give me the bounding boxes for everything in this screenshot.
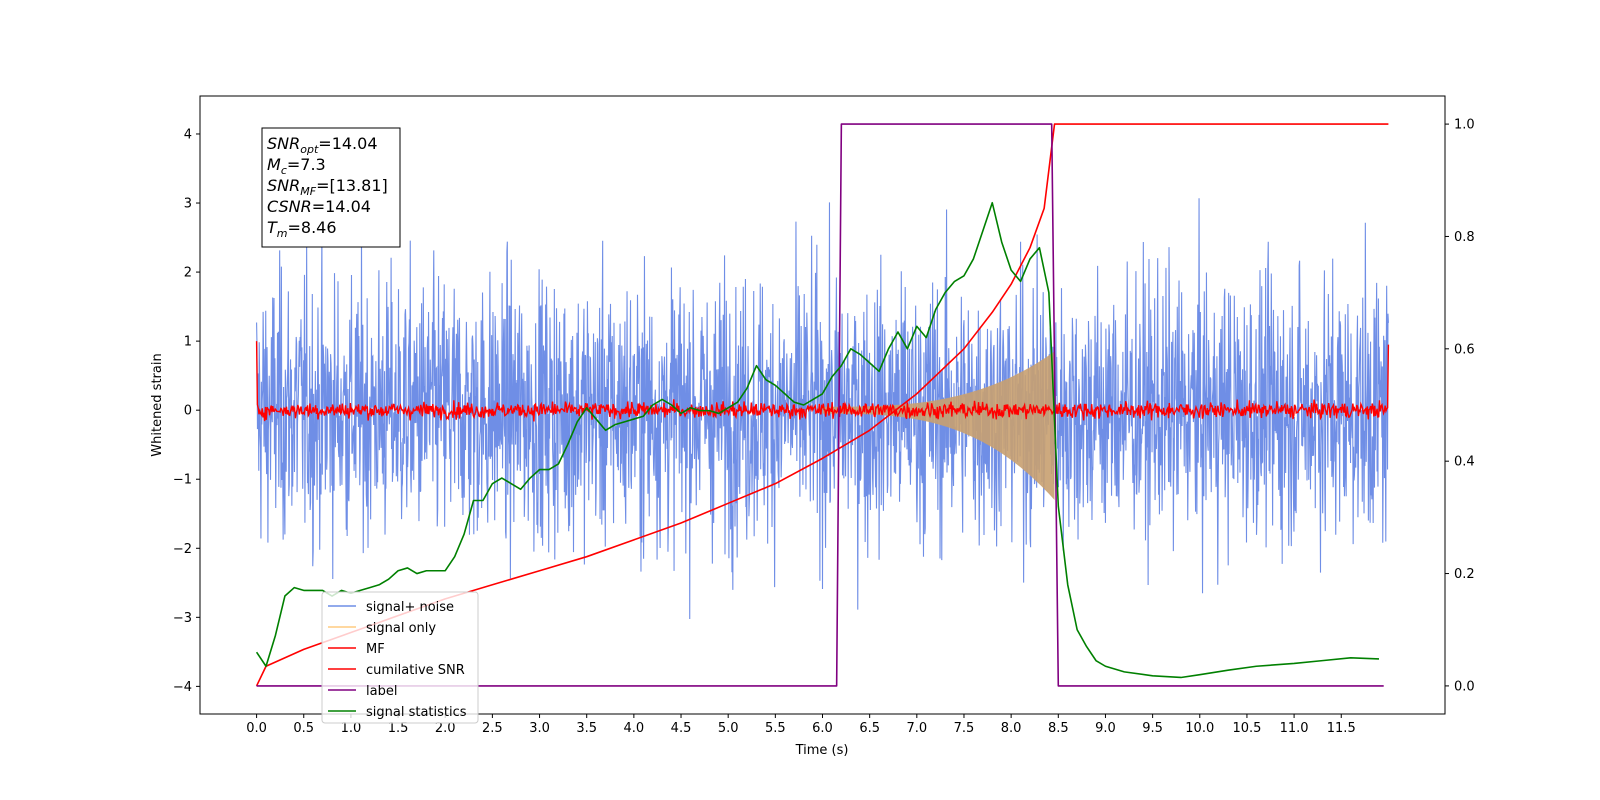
legend-entry-label: MF (366, 642, 385, 657)
stats-annotation-box: SNRopt=14.04Mc=7.3SNRMF=[13.81]CSNR=14.0… (261, 127, 401, 248)
x-tick-label: 11.0 (1280, 721, 1309, 736)
y-tick-label: −2 (173, 542, 192, 557)
y-tick-label: 3 (184, 197, 192, 212)
annotation-line: SNRMF=[13.81] (267, 176, 388, 198)
y-tick-label: −3 (173, 611, 192, 626)
y2-tick-label: 0.6 (1454, 342, 1475, 357)
series-signal-only (822, 351, 1055, 500)
legend-entry-label: cumilative SNR (366, 663, 465, 678)
x-tick-label: 2.5 (482, 721, 503, 736)
x-tick-label: 8.0 (1001, 721, 1022, 736)
x-tick-label: 0.5 (293, 721, 314, 736)
y2-tick-label: 1.0 (1454, 118, 1475, 133)
y-tick-label: −4 (173, 680, 192, 695)
y-axis-left: 4 3 2 1 0 −1 −2 −3 −4 (173, 127, 200, 695)
x-axis: 0.0 0.5 1.0 1.5 2.0 2.5 3.0 3.5 4.0 4.5 5.0 5.5 6.0 6… (246, 714, 1356, 736)
x-tick-label: 3.0 (529, 721, 550, 736)
legend-entry-label: signal only (366, 621, 436, 636)
series-signal-noise (256, 198, 1389, 620)
x-tick-label: 2.0 (435, 721, 456, 736)
y-axis-right: 1.0 0.8 0.6 0.4 0.2 0.0 (1445, 118, 1475, 694)
y-tick-label: 1 (184, 335, 192, 350)
x-tick-label: 8.5 (1048, 721, 1069, 736)
y2-tick-label: 0.2 (1454, 567, 1475, 582)
x-tick-label: 4.0 (624, 721, 645, 736)
y-tick-label: 4 (184, 127, 192, 142)
legend-entry-label: label (366, 684, 397, 699)
x-tick-label: 5.0 (718, 721, 739, 736)
annotation-frame (261, 127, 401, 248)
legend: signal+ noise signal only MF cumilative SNR… (321, 591, 479, 724)
x-tick-label: 4.5 (671, 721, 692, 736)
y-axis-label: Whitened strain (150, 353, 165, 456)
x-tick-label: 9.0 (1095, 721, 1116, 736)
x-tick-label: 7.0 (906, 721, 927, 736)
y2-tick-label: 0.0 (1454, 679, 1475, 694)
y-tick-label: 2 (184, 266, 192, 281)
x-tick-label: 10.5 (1232, 721, 1261, 736)
x-tick-label: 7.5 (954, 721, 975, 736)
x-tick-label: 1.5 (388, 721, 409, 736)
annotation-line: Mc=7.3 (267, 155, 326, 177)
legend-entry-label: signal statistics (366, 705, 467, 720)
legend-entry-label: signal+ noise (366, 600, 454, 615)
annotation-line: SNRopt=14.04 (267, 134, 378, 156)
annotation-line: Tm=8.46 (267, 218, 337, 240)
x-tick-label: 5.5 (765, 721, 786, 736)
y-tick-label: −1 (173, 473, 192, 488)
x-tick-label: 10.0 (1185, 721, 1214, 736)
x-tick-label: 3.5 (576, 721, 597, 736)
legend-frame (321, 591, 479, 724)
x-tick-label: 1.0 (341, 721, 362, 736)
x-tick-label: 11.5 (1327, 721, 1356, 736)
series-label (256, 123, 1384, 687)
y-tick-label: 0 (184, 404, 192, 419)
series-mf (255, 341, 1390, 422)
y2-tick-label: 0.4 (1454, 455, 1475, 470)
annotation-line: CSNR=14.04 (267, 197, 371, 216)
x-tick-label: 9.5 (1142, 721, 1163, 736)
x-tick-label: 6.0 (812, 721, 833, 736)
x-tick-label: 0.0 (246, 721, 267, 736)
x-axis-label: Time (s) (795, 743, 849, 758)
y2-tick-label: 0.8 (1454, 230, 1475, 245)
series-signal-statistics (255, 201, 1380, 679)
x-tick-label: 6.5 (859, 721, 880, 736)
